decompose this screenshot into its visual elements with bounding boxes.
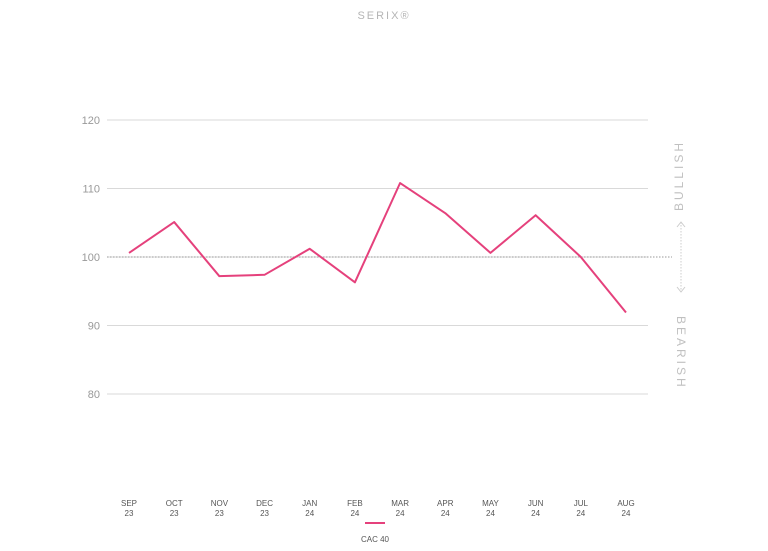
x-tick-label: NOV 23 [211, 499, 229, 518]
legend: CAC 40 [340, 522, 410, 547]
bullish-label: BULLISH [672, 140, 686, 212]
y-tick-label: 110 [82, 184, 100, 196]
legend-swatch [365, 522, 385, 524]
x-tick-label: MAR 24 [391, 499, 409, 518]
x-tick-label: APR 24 [437, 499, 454, 518]
x-tick-label: DEC 23 [256, 499, 273, 518]
x-tick-label: SEP 23 [121, 499, 137, 518]
legend-label: CAC 40 [360, 535, 389, 544]
bearish-label: BEARISH [674, 316, 688, 390]
x-tick-label: JUN 24 [528, 499, 544, 518]
x-tick-label: AUG 24 [617, 499, 634, 518]
y-tick-label: 120 [82, 115, 100, 127]
y-tick-label: 100 [82, 252, 100, 264]
x-tick-label: FEB 24 [347, 499, 363, 518]
x-tick-label: JUL 24 [574, 499, 589, 518]
series-line [128, 182, 627, 314]
y-tick-label: 80 [88, 389, 100, 401]
x-tick-label: OCT 23 [166, 499, 183, 518]
y-tick-label: 90 [88, 321, 100, 333]
x-tick-label: JAN 24 [302, 499, 317, 518]
zone-arrowheads [676, 221, 686, 293]
x-tick-label: MAY 24 [482, 499, 499, 518]
chart-title: SERIX® [357, 10, 411, 22]
